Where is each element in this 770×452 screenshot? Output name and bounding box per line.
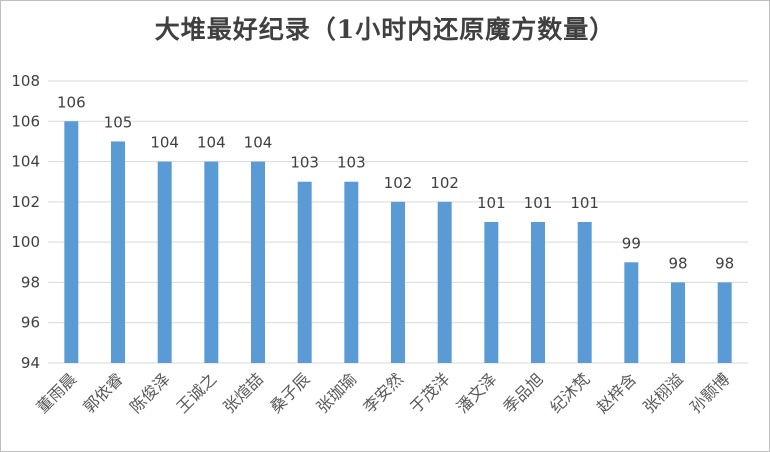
bar (157, 161, 172, 363)
category-label: 桑子辰 (266, 369, 313, 416)
category-label: 纪沐梵 (546, 369, 593, 416)
category-label: 赵梓含 (593, 369, 640, 416)
bar (297, 181, 312, 363)
bar (251, 161, 265, 363)
data-labels: 106 105 104 104 104 103 103 102 102 101 101 101 99 98… (57, 93, 734, 272)
data-label: 106 (57, 93, 86, 111)
chart-title: 大堆最好纪录（1小时内还原魔方数量） (154, 15, 616, 44)
data-label: 101 (477, 194, 506, 212)
bar (717, 282, 732, 363)
bar (391, 201, 405, 363)
category-label: 于茂洋 (406, 369, 453, 416)
bar (671, 282, 685, 363)
category-labels: 董雨晨 郭依睿 陈俊泽 王诚之 张煊喆 桑子辰 张珈瑜 李安然 于茂洋 潘文泽 季品旭 纪沐梵 赵梓含张… (33, 369, 734, 416)
bar (577, 222, 592, 363)
data-label: 102 (430, 174, 459, 192)
category-label: 季品旭 (499, 369, 546, 416)
data-label: 101 (570, 194, 599, 212)
category-label: 王诚之 (173, 369, 220, 416)
data-label: 103 (337, 154, 366, 172)
category-label: 李安然 (359, 369, 406, 416)
y-tick-label: 100 (11, 233, 40, 251)
y-tick-label: 106 (11, 112, 40, 130)
data-label: 105 (104, 113, 133, 131)
bar (204, 161, 219, 363)
data-label: 101 (524, 194, 553, 212)
data-label: 104 (150, 134, 179, 152)
category-label: 潘文泽 (453, 369, 500, 416)
y-tick-label: 108 (11, 72, 40, 90)
data-label: 98 (668, 254, 687, 272)
data-label: 98 (715, 254, 734, 272)
bar (111, 141, 125, 363)
category-label: 张栩溢 (639, 369, 686, 416)
bar (484, 222, 499, 363)
category-label: 董雨晨 (33, 369, 80, 416)
data-label: 104 (244, 134, 273, 152)
bar (344, 181, 359, 363)
category-label: 孙颢博 (686, 369, 733, 416)
category-label: 陈俊泽 (126, 369, 173, 416)
data-label: 103 (290, 154, 319, 172)
y-tick-label: 104 (11, 153, 40, 171)
y-tick-label: 102 (11, 193, 40, 211)
bar (64, 121, 79, 364)
bar (624, 262, 639, 363)
data-label: 102 (384, 174, 413, 192)
y-tick-label: 94 (21, 354, 40, 372)
bar (437, 201, 452, 363)
y-tick-label: 98 (21, 273, 40, 291)
category-label: 郭依睿 (79, 369, 126, 416)
data-label: 104 (197, 134, 226, 152)
y-tick-label: 96 (21, 314, 40, 332)
y-axis-ticks: 94 96 98 100 102 104 106 108 (11, 72, 40, 372)
bars (64, 121, 732, 364)
bar (531, 222, 545, 363)
category-label: 张珈瑜 (313, 369, 360, 416)
category-label: 张煊喆 (219, 369, 266, 416)
data-label: 99 (622, 234, 641, 252)
